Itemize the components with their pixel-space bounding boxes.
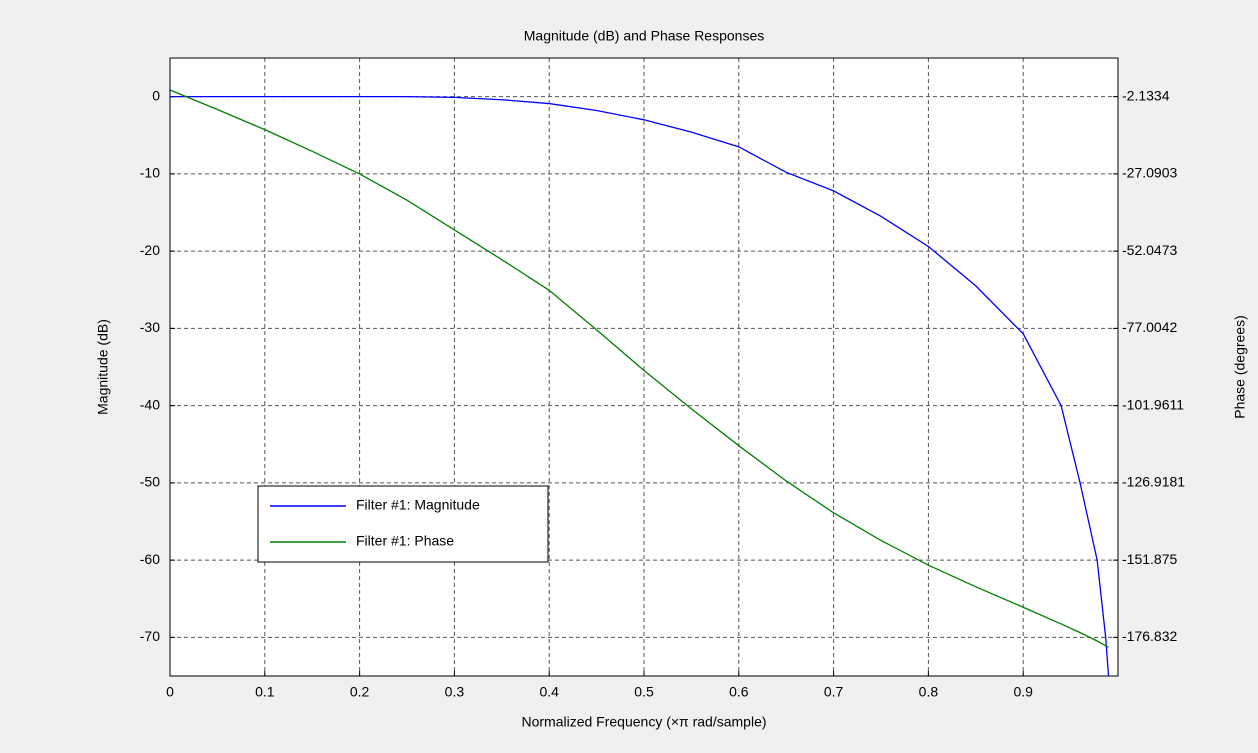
x-tick-label: 0.2 xyxy=(350,684,370,700)
y2-tick-label: -151.875 xyxy=(1122,551,1177,567)
y2-tick-label: -126.9181 xyxy=(1122,474,1185,490)
y-axis-label: Magnitude (dB) xyxy=(95,319,111,415)
y2-tick-label: -101.9611 xyxy=(1122,396,1184,412)
chart-title: Magnitude (dB) and Phase Responses xyxy=(524,28,764,44)
y-tick-label: -30 xyxy=(140,319,160,335)
x-tick-label: 0 xyxy=(166,684,174,700)
y-tick-label: -60 xyxy=(140,551,160,567)
y2-tick-label: -77.0042 xyxy=(1122,319,1177,335)
data-line xyxy=(170,89,1109,648)
y2-tick-label: -2.1334 xyxy=(1122,87,1170,103)
data-line xyxy=(170,95,1110,676)
plot-frame xyxy=(169,57,1119,677)
x-axis-label: Normalized Frequency (×π rad/sample) xyxy=(521,714,766,730)
x-tick-label: 0.4 xyxy=(539,684,559,700)
x-tick-label: 0.1 xyxy=(255,684,275,700)
legend-box xyxy=(257,485,549,563)
y2-tick-label: -52.0473 xyxy=(1122,242,1177,258)
x-tick-label: 0.8 xyxy=(919,684,939,700)
x-tick-label: 0.9 xyxy=(1013,684,1033,700)
x-tick-label: 0.7 xyxy=(824,684,844,700)
x-tick-label: 0.5 xyxy=(634,684,654,700)
y-tick-label: -20 xyxy=(140,242,160,258)
y-tick-label: 0 xyxy=(152,87,160,103)
y-tick-label: -70 xyxy=(140,628,160,644)
x-tick-label: 0.3 xyxy=(445,684,465,700)
y2-tick-label: -176.832 xyxy=(1122,628,1177,644)
legend-label: Filter #1: Phase xyxy=(356,533,454,549)
y-tick-label: -50 xyxy=(140,474,160,490)
y-tick-label: -40 xyxy=(140,396,160,412)
legend-label: Filter #1: Magnitude xyxy=(356,497,480,513)
y2-tick-label: -27.0903 xyxy=(1122,165,1177,181)
y-tick-label: -10 xyxy=(140,165,160,181)
y2-axis-label: Phase (degrees) xyxy=(1232,315,1248,419)
x-tick-label: 0.6 xyxy=(729,684,749,700)
